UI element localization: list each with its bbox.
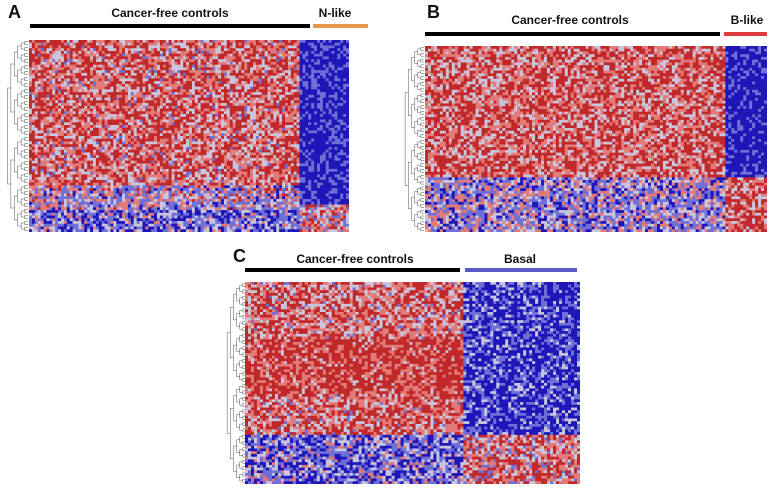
panel-a-group-bar-nlike (313, 24, 368, 28)
panel-c-heatmap (245, 282, 580, 484)
panel-a-heatmap (29, 40, 349, 232)
panel-b-group-bar-blike (724, 32, 767, 36)
panel-b-group-label-controls: Cancer-free controls (470, 13, 670, 27)
panel-c-group-label-controls: Cancer-free controls (255, 252, 455, 266)
panel-a-row-dendrogram (7, 41, 28, 231)
panel-b-heatmap (425, 46, 767, 232)
panel-a-group-label-nlike: N-like (305, 6, 365, 20)
panel-c-group-bar-controls (245, 268, 460, 272)
panel-c-group-label-basal: Basal (490, 252, 550, 266)
panel-c-group-bar-basal (465, 268, 577, 272)
panel-letter-b: B (427, 2, 440, 23)
panel-c-row-dendrogram (226, 283, 246, 483)
panel-b-row-dendrogram (404, 47, 424, 231)
panel-a-group-bar-controls (30, 24, 310, 28)
panel-letter-a: A (8, 2, 21, 23)
panel-b-group-bar-controls (425, 32, 720, 36)
panel-letter-c: C (233, 246, 246, 267)
panel-a-group-label-controls: Cancer-free controls (70, 6, 270, 20)
panel-b-group-label-blike: B-like (722, 13, 772, 27)
